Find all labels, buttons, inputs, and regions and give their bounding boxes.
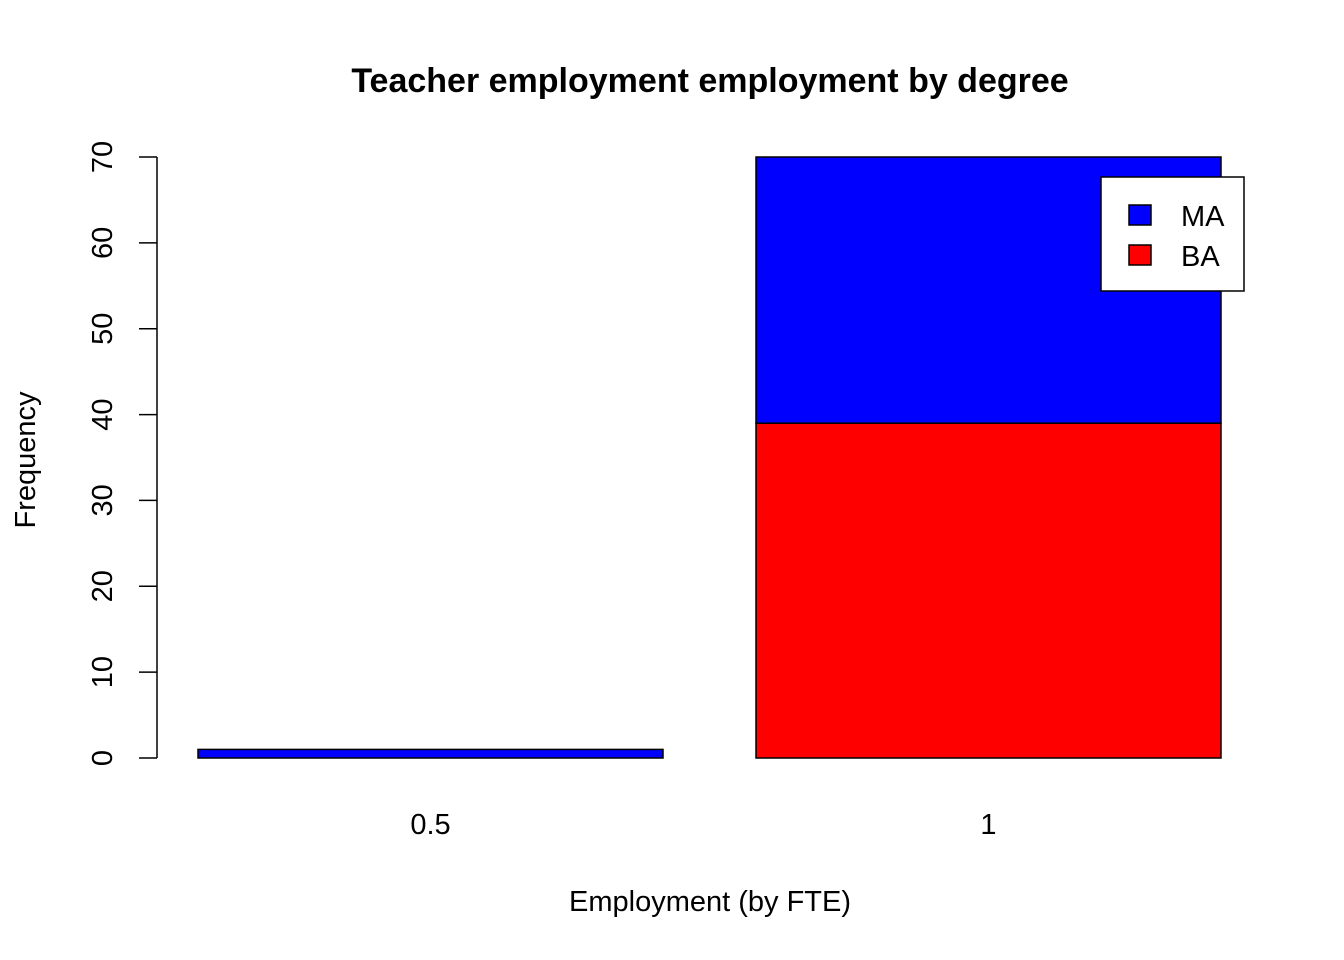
x-axis-label: Employment (by FTE) [569, 886, 851, 918]
y-tick-label: 30 [87, 484, 119, 516]
legend-label-ba: BA [1181, 241, 1220, 273]
y-tick-label: 40 [87, 398, 119, 430]
legend-box [1100, 176, 1245, 292]
legend-swatch-ba [1128, 244, 1152, 266]
y-tick-label: 60 [87, 227, 119, 259]
y-tick-label: 50 [87, 313, 119, 345]
y-axis-label: Frequency [10, 391, 42, 529]
x-tick-label: 1 [980, 809, 996, 841]
y-axis: 0 10 20 30 40 50 60 70 [87, 141, 158, 766]
y-tick-label: 10 [87, 656, 119, 688]
y-tick-label: 70 [87, 141, 119, 173]
x-axis: 0.5 1 [410, 809, 996, 841]
bar-ma-0-5 [197, 748, 664, 759]
legend: MA BA [1100, 176, 1245, 292]
chart-title: Teacher employment employment by degree [351, 62, 1068, 100]
bar-ba-1 [755, 422, 1222, 759]
y-tick-label: 20 [87, 570, 119, 602]
plot-area [197, 156, 1222, 759]
legend-swatch-ma [1128, 204, 1152, 226]
legend-label-ma: MA [1181, 201, 1225, 233]
x-tick-label: 0.5 [410, 809, 450, 841]
y-tick-label: 0 [87, 750, 119, 766]
